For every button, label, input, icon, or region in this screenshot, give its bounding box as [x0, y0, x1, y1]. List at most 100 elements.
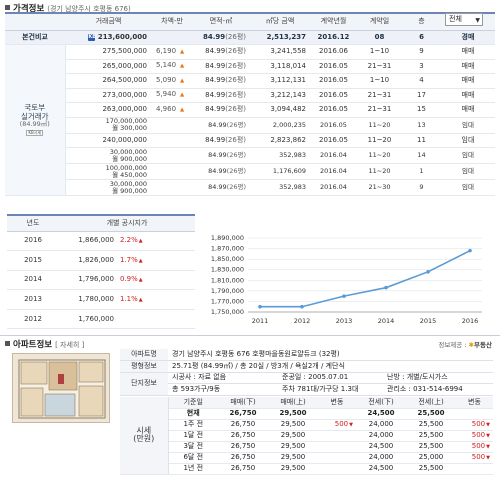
per-m2: 3,118,014: [250, 59, 310, 74]
deal-type: 임대: [441, 163, 495, 180]
year: 2014: [7, 270, 59, 291]
table-row: 2012 1,760,000: [7, 309, 195, 330]
detail-link[interactable]: [ 자세히 ]: [55, 341, 85, 349]
official-price-table: 년도 개별 공시지가 2016 1,866,000 2.2%▲ 2015 1,826,0…: [7, 214, 195, 330]
col-amount: 거래금액: [65, 12, 152, 31]
floor: 15: [402, 102, 441, 118]
amount: 100,000,000 월 450,000: [65, 163, 152, 180]
contract-ym: 2016.05: [310, 133, 357, 148]
up-arrow-icon: ▲: [180, 92, 185, 99]
diff: 5,090 ▲: [152, 73, 192, 89]
diff: [152, 133, 192, 148]
floor: 3: [402, 59, 441, 74]
side-sub: (84.99㎡): [19, 120, 50, 129]
kb-logo-icon: KB시세: [26, 130, 44, 137]
sise-col: 변동: [456, 397, 493, 409]
table-row: 1년 전 26,750 29,500 24,500 25,500: [120, 463, 493, 475]
per-m2: 3,241,558: [250, 44, 310, 60]
contract-day: 1~10: [357, 73, 402, 89]
side-label-cell: 국토부 실거래가 (84.99㎡) KB시세: [5, 44, 66, 196]
jeonse-change: 500▼: [456, 430, 493, 442]
official-price: 1,826,000: [59, 250, 117, 271]
y-tick-label: 1,750,000: [211, 308, 244, 316]
apt-section-title: 아파트정보 [ 자세히 ]: [5, 338, 84, 350]
y-tick-label: 1,830,000: [211, 266, 244, 274]
diff: 4,960 ▲: [152, 102, 192, 118]
year: 2012: [7, 309, 59, 330]
data-point: [258, 304, 262, 309]
per-m2: 2,823,862: [250, 133, 310, 148]
change-rate: 1.1%▲: [117, 289, 195, 310]
table-row: 국토부 실거래가 (84.99㎡) KB시세 275,500,000 6,190 ▲ 84.…: [5, 44, 495, 196]
up-arrow-icon: ▲: [138, 296, 143, 303]
floor: 17: [402, 88, 441, 103]
deal-type: 매매: [441, 73, 495, 89]
col-floor: 층: [402, 12, 441, 31]
floor: 11: [402, 133, 441, 148]
data-point: [384, 285, 388, 290]
data-point: [342, 294, 346, 298]
sise-col: 전세(下): [356, 397, 406, 409]
official-price: 1,760,000: [59, 309, 117, 330]
per-m2: 3,112,131: [250, 73, 310, 89]
floor: 14: [402, 147, 441, 164]
sise-col: 전세(上): [406, 397, 456, 409]
diff: [152, 117, 192, 134]
floor: 9: [402, 44, 441, 60]
per-m2: 352,983: [250, 179, 310, 196]
floor-plan-image[interactable]: [12, 353, 110, 423]
data-point: [468, 248, 472, 253]
down-arrow-icon: ▼: [486, 432, 490, 439]
up-arrow-icon: ▲: [138, 257, 143, 264]
contract-day: 21~31: [357, 88, 402, 103]
col-area: 면적-㎡: [192, 12, 250, 31]
table-row: 1달 전 26,750 29,500 24,000 25,500 500▼: [120, 430, 493, 442]
market-price-table: 시세 (만원) 기준일 매매(下) 매매(上) 변동 전세(下) 전세(上) 변동 현재 26,7…: [120, 397, 493, 475]
diff: [152, 179, 192, 196]
filter-select[interactable]: 전체 ▼: [445, 13, 483, 26]
contract-day: 1~10: [357, 44, 402, 60]
bonsa-label: 본건비교: [5, 30, 65, 45]
area: 84.99(26평): [192, 163, 250, 180]
apt-info-table: 아파트명 경기 남양주시 호평동 676 호평마을동원로얄듀크 (32평) 평형…: [120, 349, 493, 396]
contract-day: 11~20: [357, 133, 402, 148]
area: 84.99(26평): [192, 179, 250, 196]
sale-change: [318, 452, 356, 464]
contract-ym: 2016.06: [310, 44, 357, 60]
change-rate: 0.9%▲: [117, 270, 195, 291]
x-tick-label: 2015: [420, 317, 437, 325]
diff: [152, 147, 192, 164]
diff: [152, 163, 192, 180]
per-m2: 3,094,482: [250, 102, 310, 118]
price-location: (경기 남양주시 호평동 676): [47, 5, 131, 13]
diff: 5,140 ▲: [152, 59, 192, 74]
diff: 5,940 ▲: [152, 88, 192, 103]
change-rate: [117, 309, 195, 330]
sale-change: [318, 463, 356, 475]
table-row: 30,000,000 월 900,000 84.99(26평) 352,983 201…: [5, 179, 495, 196]
area: 84.99(26평): [192, 147, 250, 164]
col-ym: 계약년월: [310, 12, 357, 31]
table-row: 170,000,000 월 300,000 84.99(26평) 2,000,235…: [5, 117, 495, 134]
chevron-down-icon: ▼: [475, 17, 480, 24]
jeonse-change: 500▼: [456, 452, 493, 464]
official-price-chart: 1,890,000 1,870,000 1,850,000 1,830,000 1,81…: [211, 234, 482, 325]
table-row: 263,000,000 4,960 ▲ 84.99(26평) 3,094,482 2016…: [5, 102, 495, 118]
y-tick-label: 1,770,000: [211, 297, 244, 305]
floor: 1: [402, 163, 441, 180]
official-price: 1,780,000: [59, 289, 117, 310]
deal-type: 임대: [441, 179, 495, 196]
kb-badge-icon: KB: [88, 33, 97, 41]
table-row: 265,000,000 5,140 ▲ 84.99(26평) 3,118,014 2016…: [5, 59, 495, 74]
table-row: 264,500,000 5,090 ▲ 84.99(26평) 3,112,131 2016…: [5, 73, 495, 89]
jeonse-change: 500▼: [456, 419, 493, 431]
contract-ym: 2016.05: [310, 73, 357, 89]
sise-col: 기준일: [168, 397, 218, 409]
y-tick-label: 1,870,000: [211, 245, 244, 253]
per-m2: 3,212,143: [250, 88, 310, 103]
series-line: [260, 249, 471, 308]
col-year: 년도: [7, 214, 59, 232]
per-m2: 2,000,235: [250, 117, 310, 134]
down-arrow-icon: ▼: [486, 421, 490, 428]
change-rate: 1.7%▲: [117, 250, 195, 271]
